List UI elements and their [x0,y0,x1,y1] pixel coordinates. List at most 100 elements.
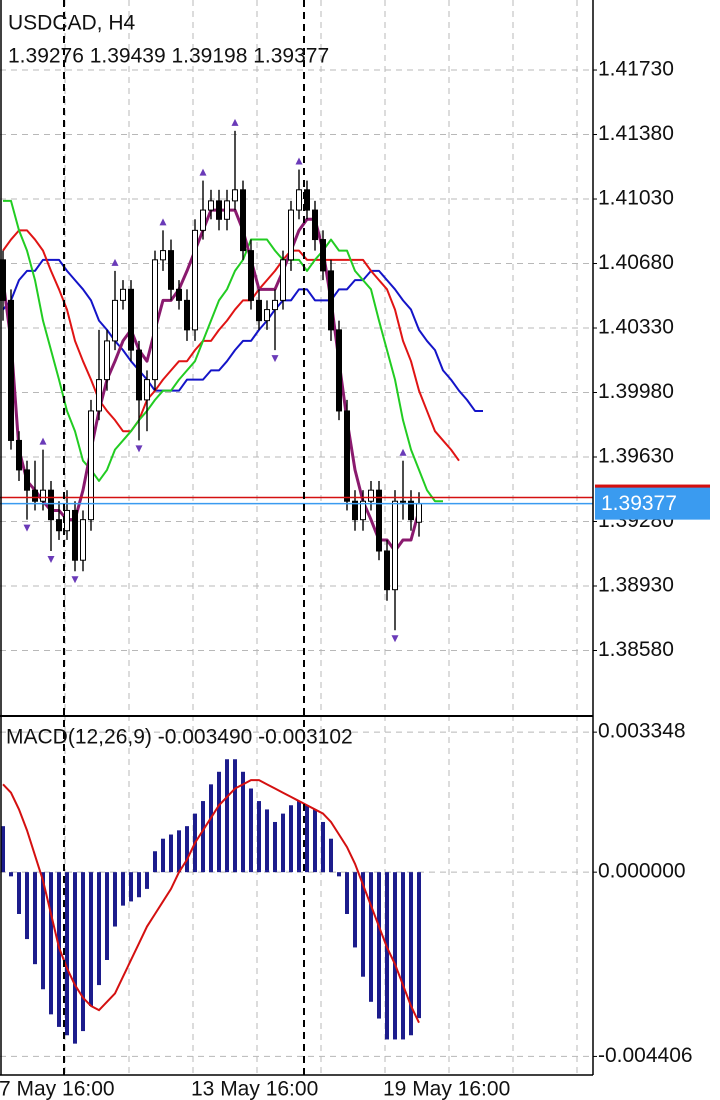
y-tick-label: 1.38930 [598,574,674,597]
y-tick-label: 0.003348 [598,720,686,743]
histogram-bar [377,872,381,1019]
candle-body [280,259,286,301]
histogram-bar [81,872,85,1032]
histogram-bar [129,872,133,902]
candle-body [376,489,382,552]
candle-body [216,200,222,220]
fractal-down [47,555,55,563]
histogram-bar [1,826,5,873]
candle-body [88,410,94,521]
histogram-bar [137,872,141,898]
candle-body [232,189,238,202]
histogram-bar [169,834,173,873]
fractal-down [271,355,279,363]
histogram-bar [225,759,229,873]
candle-body [328,270,334,331]
fractal-down [135,445,143,453]
candle-body [40,489,46,502]
moving-average-line [2,258,483,412]
fractal-up [111,258,119,266]
histogram-bar [361,872,365,977]
candle-body [136,349,142,401]
candle-body [176,288,182,301]
candle-body [96,379,102,412]
candle-body [248,250,254,301]
fractal-up [295,157,303,165]
histogram-bar [313,809,317,873]
candle-body [112,299,118,342]
histogram-bar [385,872,389,1040]
candle-body [400,500,406,503]
macd-title: MACD(12,26,9) -0.003490 -0.003102 [6,726,353,749]
fractal-up [231,118,239,126]
moving-average-line [3,199,443,503]
y-tick-label: 1.39630 [598,445,674,468]
signal-line [2,779,420,1024]
histogram-bar [17,872,21,914]
candle-body [256,299,262,322]
candle-body [56,519,62,532]
histogram-bar [201,801,205,873]
histogram-bar [401,872,405,1040]
histogram-bar [105,872,109,960]
candle-body [264,309,270,322]
histogram-bar [273,821,277,873]
histogram-bar [73,872,77,1044]
histogram-bar [409,872,413,1036]
histogram-bar [281,813,285,873]
histogram-bar [217,771,221,873]
x-tick-label: 13 May 16:00 [191,1078,318,1100]
candle-body [336,329,342,412]
histogram-bar [153,851,157,873]
candle-body [192,229,198,331]
candle-body [304,189,310,211]
x-tick-label: 19 May 16:00 [383,1078,510,1100]
candle-body [312,209,318,241]
candle-body [160,250,166,261]
symbol-title: USDCAD, H4 [8,12,136,35]
ohlc-readout: 1.39276 1.39439 1.39198 1.39377 [8,45,329,68]
histogram-bar [233,759,237,873]
fractal-up [159,218,167,226]
histogram-bar [209,784,213,873]
y-tick-label: 0.000000 [598,860,686,883]
histogram-bar [65,872,69,1036]
y-tick-label: 1.41380 [598,122,674,145]
fractal-down [23,524,31,532]
candle-body [344,410,350,502]
moving-average-line [2,229,460,462]
axes: 7 May 16:00 13 May 16:00 19 May 16:00 1.417… [0,58,710,1100]
histogram-bar [353,872,357,948]
candle-body [360,500,366,521]
histogram-bar [33,872,37,965]
candle-body [32,489,38,502]
bid-price-label: 1.39377 [601,492,677,515]
histogram-bar [337,872,341,877]
histogram-bar [89,872,93,1006]
candle-body [48,489,54,521]
x-tick-label: 7 May 16:00 [0,1078,115,1100]
histogram-bar [241,771,245,873]
histogram-bar [113,872,117,927]
histogram-bar [305,805,309,873]
candle-body [240,189,246,252]
histogram-bar [289,805,293,873]
candle-body [384,550,390,591]
y-tick-label: 1.39980 [598,380,674,403]
candle-body [104,340,110,381]
histogram-bar [25,872,29,940]
bid-price-box [595,487,710,520]
candle-body [8,299,14,441]
candle-body [24,469,30,491]
candle-body [416,503,422,523]
candle-body [320,239,326,272]
histogram-bar [393,872,397,1040]
candle-body [168,250,174,290]
histogram-bar [185,826,189,873]
y-tick-label: -0.004406 [598,1044,693,1067]
candle-body [408,500,414,521]
histogram-bar [329,838,333,873]
candle-body [368,489,374,502]
histogram-bar [177,830,181,873]
